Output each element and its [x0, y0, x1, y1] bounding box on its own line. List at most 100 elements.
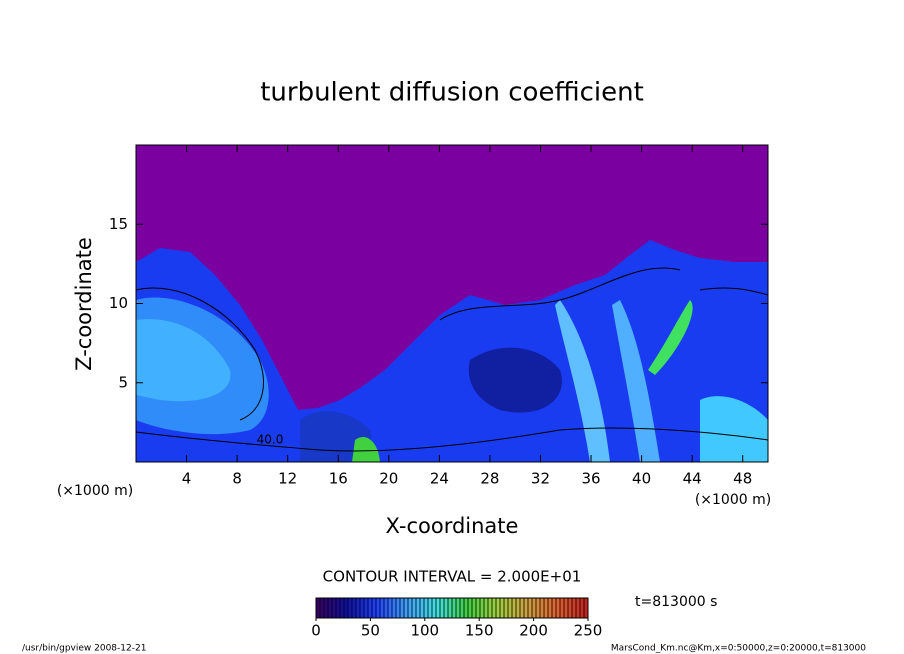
colorbar-stripe	[540, 598, 544, 618]
footer-left: /usr/bin/gpview 2008-12-21	[22, 644, 146, 654]
colorbar-stripe	[324, 598, 328, 618]
colorbar-stripe	[432, 598, 436, 618]
contour-line	[135, 427, 769, 452]
colorbar-stripe	[524, 598, 528, 618]
colorbar-stripe	[320, 598, 324, 618]
colorbar-tick-label: 100	[410, 622, 439, 640]
colorbar-stripe	[584, 598, 588, 618]
colorbar-stripe	[472, 598, 476, 618]
colorbar-stripe	[332, 598, 336, 618]
colorbar-tick-label: 0	[311, 622, 321, 640]
field-blob	[468, 347, 562, 413]
contour-label: 40.0	[257, 433, 284, 447]
colorbar-stripe	[500, 598, 504, 618]
colorbar-tick-label: 50	[361, 622, 380, 640]
y-tick-label: 10	[109, 294, 128, 312]
field-blob	[136, 319, 231, 402]
colorbar-stripe	[544, 598, 548, 618]
x-tick-label: 12	[278, 470, 297, 488]
contour-interval: CONTOUR INTERVAL = 2.000E+01	[323, 568, 582, 586]
field-blob	[352, 436, 380, 462]
colorbar-stripe	[564, 598, 568, 618]
colorbar-stripe	[408, 598, 412, 618]
colorbar-stripe	[556, 598, 560, 618]
colorbar-stripe	[336, 598, 340, 618]
colorbar-stripe	[468, 598, 472, 618]
colorbar-stripe	[496, 598, 500, 618]
field-low	[136, 240, 768, 462]
colorbar-tick-label: 150	[465, 622, 494, 640]
colorbar-stripe	[520, 598, 524, 618]
colorbar-stripe	[488, 598, 492, 618]
colorbar-tick-label: 200	[519, 622, 548, 640]
colorbar-stripe	[492, 598, 496, 618]
x-axis-label: X-coordinate	[386, 514, 519, 538]
colorbar-stripe	[448, 598, 452, 618]
colorbar-stripe	[352, 598, 356, 618]
colorbar-frame	[315, 597, 589, 619]
x-tick-label: 28	[480, 470, 499, 488]
field-blob	[648, 300, 693, 375]
x-tick-label: 32	[531, 470, 550, 488]
colorbar-stripe	[428, 598, 432, 618]
colorbar-stripe	[348, 598, 352, 618]
colorbar-stripe	[376, 598, 380, 618]
colorbar-stripe	[576, 598, 580, 618]
colorbar-stripe	[460, 598, 464, 618]
x-tick-label: 48	[733, 470, 752, 488]
colorbar-stripe	[420, 598, 424, 618]
colorbar-stripe	[528, 598, 532, 618]
colorbar-stripe	[508, 598, 512, 618]
field-blob	[555, 300, 610, 462]
x-tick-label: 36	[581, 470, 600, 488]
colorbar-stripe	[568, 598, 572, 618]
y-tick-label: 5	[118, 373, 128, 391]
colorbar-stripe	[380, 598, 384, 618]
colorbar-stripe	[504, 598, 508, 618]
field-blob	[700, 396, 768, 462]
y-unit-label: (×1000 m)	[57, 483, 133, 499]
colorbar: 0 50 100 150 200 250	[311, 597, 602, 640]
colorbar-stripe	[416, 598, 420, 618]
colorbar-stripe	[328, 598, 332, 618]
colorbar-stripe	[516, 598, 520, 618]
contour-field	[135, 145, 769, 462]
colorbar-stripe	[412, 598, 416, 618]
colorbar-stripe	[548, 598, 552, 618]
colorbar-stripe	[388, 598, 392, 618]
colorbar-stripe	[536, 598, 540, 618]
field-blob	[612, 300, 660, 462]
colorbar-stripe	[392, 598, 396, 618]
colorbar-stripe	[560, 598, 564, 618]
colorbar-stripe	[572, 598, 576, 618]
colorbar-stripe	[384, 598, 388, 618]
y-axis-label: Z-coordinate	[72, 237, 96, 371]
x-tick-label: 4	[182, 470, 192, 488]
colorbar-stripe	[480, 598, 484, 618]
x-tick-label: 20	[379, 470, 398, 488]
colorbar-stripe	[364, 598, 368, 618]
x-tick-label: 16	[329, 470, 348, 488]
colorbar-stripe	[476, 598, 480, 618]
colorbar-stripe	[356, 598, 360, 618]
colorbar-stripe	[340, 598, 344, 618]
colorbar-stripe	[424, 598, 428, 618]
y-tick-label: 15	[109, 215, 128, 233]
colorbar-stripe	[404, 598, 408, 618]
time-label: t=813000 s	[635, 594, 717, 610]
contour-line	[699, 287, 769, 296]
contour-line	[439, 267, 681, 321]
contour-line	[135, 287, 264, 421]
x-tick-label: 8	[232, 470, 242, 488]
colorbar-stripe	[400, 598, 404, 618]
colorbar-stripe	[360, 598, 364, 618]
colorbar-stripe	[372, 598, 376, 618]
chart-title: turbulent diffusion coefficient	[260, 78, 644, 108]
x-unit-label: (×1000 m)	[695, 492, 771, 508]
colorbar-stripe	[436, 598, 440, 618]
colorbar-stripe	[316, 598, 320, 618]
colorbar-stripe	[532, 598, 536, 618]
colorbar-stripe	[484, 598, 488, 618]
colorbar-stripe	[552, 598, 556, 618]
